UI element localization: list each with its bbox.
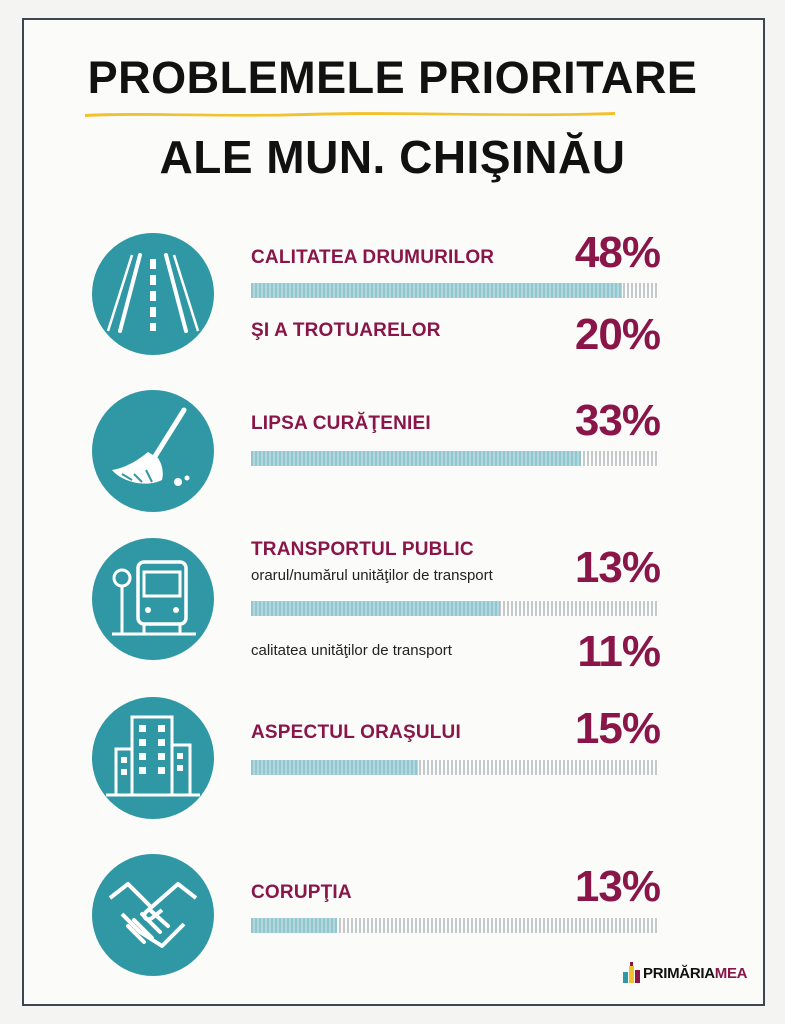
- bus-icon: [92, 538, 214, 660]
- primaria-mea-logo: PRIMĂRIAMEA: [622, 962, 752, 988]
- bar-aspectul-orasului: [251, 760, 659, 775]
- label-transportul-public: TRANSPORTUL PUBLIC: [251, 539, 474, 560]
- title-line-1: PROBLEMELE PRIORITARE: [87, 52, 698, 103]
- value-orarul: 13%: [574, 543, 661, 592]
- label-trotuarelor: ŞI A TROTUARELOR: [251, 320, 441, 341]
- logo-text: PRIMĂRIAMEA: [643, 965, 748, 982]
- logo-text-mea: MEA: [714, 965, 748, 982]
- label-aspectul-orasului: ASPECTUL ORAŞULUI: [251, 722, 461, 743]
- value-calitatea-drumurilor: 48%: [574, 228, 661, 277]
- logo-text-primaria: PRIMĂRIA: [643, 965, 715, 982]
- title-line-2: ALE MUN. CHIŞINĂU: [159, 131, 626, 183]
- sublabel-calitatea-unitatilor: calitatea unităţilor de transport: [251, 642, 452, 659]
- value-calitatea-unitatilor: 11%: [577, 627, 661, 676]
- title-underline: [85, 112, 615, 117]
- value-aspectul-orasului: 15%: [574, 704, 661, 753]
- value-trotuarelor: 20%: [574, 310, 661, 359]
- broom-icon: [92, 390, 214, 512]
- road-icon: [92, 233, 214, 355]
- label-coruptia: CORUPŢIA: [251, 882, 352, 903]
- bar-coruptia: [251, 918, 659, 933]
- building-icon: [92, 697, 214, 819]
- label-lipsa-curateniei: LIPSA CURĂŢENIEI: [251, 413, 431, 434]
- infographic-frame: [22, 18, 765, 1006]
- value-lipsa-curateniei: 33%: [574, 396, 661, 445]
- bar-fill-coruptia: [251, 918, 337, 933]
- bar-transportul-public: [251, 601, 659, 616]
- logo-icon: [623, 962, 640, 983]
- bar-fill-transportul-public: [251, 601, 500, 616]
- bar-fill-lipsa-curateniei: [251, 451, 582, 466]
- bar-lipsa-curateniei: [251, 451, 659, 466]
- value-coruptia: 13%: [574, 862, 661, 911]
- bar-calitatea-drumurilor: [251, 283, 659, 298]
- bar-fill-calitatea-drumurilor: [251, 283, 623, 298]
- bar-fill-aspectul-orasului: [251, 760, 419, 775]
- sublabel-orarul: orarul/numărul unităţilor de transport: [251, 567, 493, 584]
- handshake-icon: [92, 854, 214, 976]
- label-calitatea-drumurilor: CALITATEA DRUMURILOR: [251, 247, 495, 268]
